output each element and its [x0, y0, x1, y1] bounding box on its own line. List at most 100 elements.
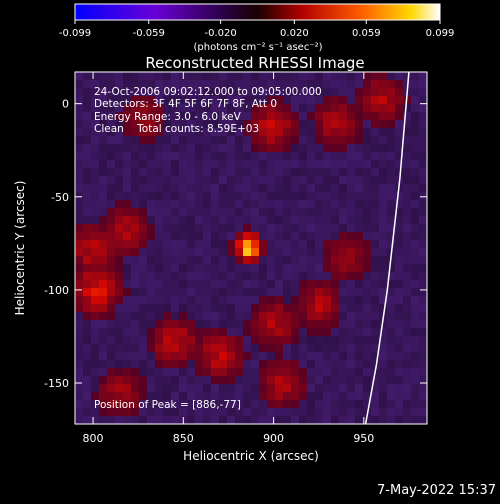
heatmap-cell — [91, 168, 100, 177]
heatmap-cell — [75, 120, 84, 129]
heatmap-cell — [371, 400, 380, 409]
heatmap-cell — [403, 384, 412, 393]
heatmap-cell — [91, 120, 100, 129]
heatmap-cell — [371, 208, 380, 217]
heatmap-cell — [163, 288, 172, 297]
heatmap-cell — [171, 272, 180, 281]
heatmap-cell — [227, 368, 236, 377]
heatmap-cell — [323, 288, 332, 297]
heatmap-cell — [163, 256, 172, 265]
heatmap-cell — [211, 176, 220, 185]
energy-range: Energy Range: 3.0 - 6.0 keV — [94, 111, 242, 123]
heatmap-cell — [91, 112, 100, 121]
heatmap-cell — [83, 376, 92, 385]
heatmap-cell — [147, 256, 156, 265]
heatmap-cell — [379, 296, 388, 305]
heatmap-cell — [387, 192, 396, 201]
heatmap-cell — [251, 72, 260, 81]
heatmap-cell — [339, 256, 348, 265]
heatmap-cell — [115, 344, 124, 353]
heatmap-cell — [411, 264, 420, 273]
heatmap-cell — [275, 352, 284, 361]
heatmap-cell — [419, 384, 427, 393]
heatmap-cell — [259, 136, 268, 145]
heatmap-cell — [235, 400, 244, 409]
heatmap-cell — [147, 160, 156, 169]
heatmap-cell — [211, 256, 220, 265]
heatmap-cell — [259, 192, 268, 201]
heatmap-cell — [411, 80, 420, 89]
heatmap-cell — [291, 200, 300, 209]
heatmap-cell — [307, 304, 316, 313]
heatmap-cell — [299, 200, 308, 209]
heatmap-cell — [347, 120, 356, 129]
heatmap-cell — [107, 144, 116, 153]
heatmap-cell — [139, 184, 148, 193]
heatmap-cell — [259, 296, 268, 305]
heatmap-cell — [291, 72, 300, 81]
heatmap-cell — [363, 80, 372, 89]
heatmap-cell — [307, 288, 316, 297]
heatmap-cell — [179, 144, 188, 153]
heatmap-cell — [251, 80, 260, 89]
heatmap-cell — [267, 344, 276, 353]
x-axis-label: Heliocentric X (arcsec) — [183, 449, 319, 463]
heatmap-cell — [355, 336, 364, 345]
heatmap-cell — [139, 144, 148, 153]
heatmap-cell — [307, 400, 316, 409]
heatmap-cell — [283, 160, 292, 169]
heatmap-cell — [259, 168, 268, 177]
heatmap-cell — [83, 192, 92, 201]
heatmap-cell — [163, 120, 172, 129]
heatmap-cell — [99, 320, 108, 329]
heatmap-cell — [243, 200, 252, 209]
heatmap-cell — [379, 392, 388, 401]
heatmap-cell — [75, 408, 84, 417]
heatmap-cell — [371, 152, 380, 161]
y-axis-label: Heliocentric Y (arcsec) — [13, 181, 27, 316]
heatmap-cell — [347, 152, 356, 161]
heatmap-cell — [99, 96, 108, 105]
heatmap-cell — [267, 216, 276, 225]
heatmap-cell — [379, 304, 388, 313]
heatmap-cell — [107, 376, 116, 385]
heatmap-cell — [203, 208, 212, 217]
heatmap-cell — [339, 120, 348, 129]
heatmap-cell — [147, 176, 156, 185]
heatmap-cell — [243, 112, 252, 121]
heatmap-cell — [411, 360, 420, 369]
heatmap-cell — [195, 136, 204, 145]
heatmap-cell — [299, 128, 308, 137]
heatmap-cell — [107, 344, 116, 353]
heatmap-cell — [243, 104, 252, 113]
heatmap-cell — [171, 336, 180, 345]
heatmap-cell — [283, 136, 292, 145]
heatmap-cell — [355, 408, 364, 417]
heatmap-cell — [403, 400, 412, 409]
heatmap-cell — [331, 216, 340, 225]
heatmap-cell — [315, 304, 324, 313]
heatmap-cell — [219, 192, 228, 201]
heatmap-cell — [411, 408, 420, 417]
heatmap-cell — [291, 160, 300, 169]
heatmap-cell — [211, 296, 220, 305]
heatmap-cell — [299, 88, 308, 97]
heatmap-cell — [131, 296, 140, 305]
heatmap-cell — [171, 120, 180, 129]
heatmap-cell — [203, 200, 212, 209]
heatmap-cell — [395, 208, 404, 217]
heatmap-cell — [315, 376, 324, 385]
heatmap-cell — [363, 208, 372, 217]
heatmap-cell — [299, 328, 308, 337]
heatmap-cell — [331, 72, 340, 81]
heatmap-cell — [243, 256, 252, 265]
heatmap-cell — [251, 336, 260, 345]
heatmap-cell — [323, 216, 332, 225]
heatmap-cell — [275, 184, 284, 193]
heatmap-cell — [323, 408, 332, 417]
heatmap-cell — [323, 296, 332, 305]
heatmap-cell — [155, 400, 164, 409]
heatmap-cell — [187, 344, 196, 353]
heatmap-cell — [83, 320, 92, 329]
heatmap-cell — [267, 136, 276, 145]
